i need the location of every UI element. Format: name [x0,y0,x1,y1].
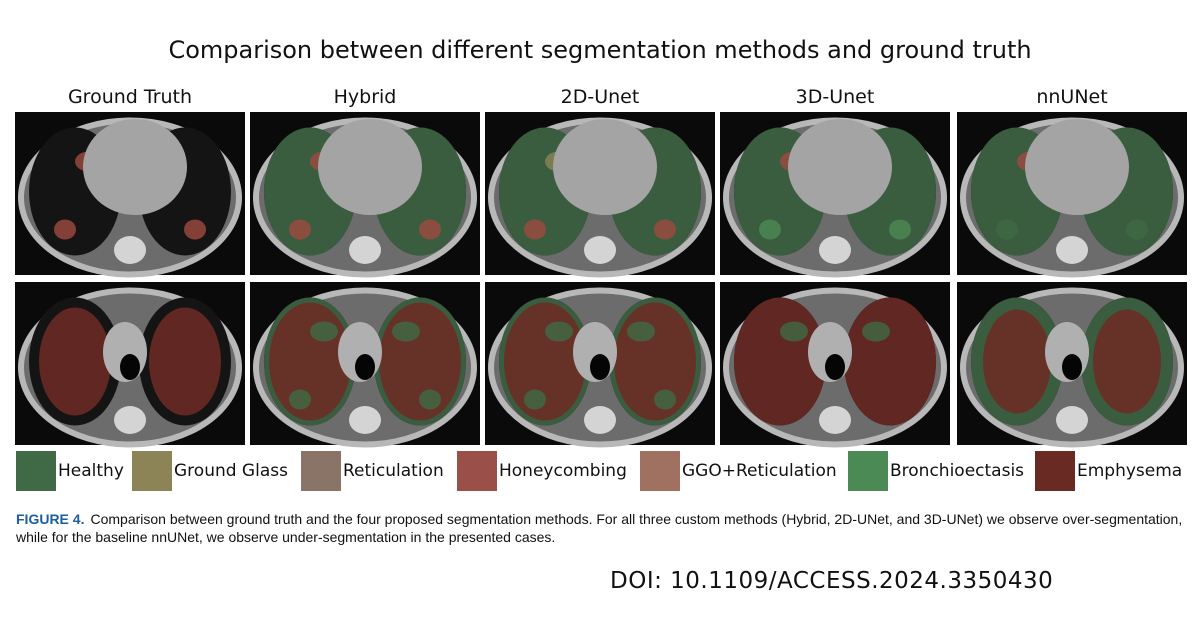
legend-swatch [640,451,680,491]
lung-overlay [844,297,936,426]
legend-item: Healthy [16,450,124,492]
lesion-overlay [54,219,76,240]
figure-caption: FIGURE 4. Comparison between ground truth… [16,510,1186,546]
lesion-overlay [419,219,441,240]
lesion-overlay [627,321,655,342]
ct-panel [15,282,245,448]
trachea [355,354,375,380]
legend-swatch [301,451,341,491]
spine [1056,406,1088,434]
lesion-overlay [184,219,206,240]
trachea [120,354,140,380]
legend-label: GGO+Reticulation [682,461,837,481]
lesion-overlay [545,321,573,342]
caption-text: Comparison between ground truth and the … [16,511,1183,545]
legend-item: Honeycombing [457,450,627,492]
spine [349,406,381,434]
heart [553,119,657,215]
ct-panel [15,112,245,278]
lesion-overlay [862,321,890,342]
lesion-overlay [392,321,420,342]
legend-item: GGO+Reticulation [640,450,837,492]
spine [1056,236,1088,264]
legend-item: Emphysema [1035,450,1182,492]
ct-panel [250,112,480,278]
ct-panel [485,282,715,448]
lesion-overlay [419,389,441,410]
lesion-overlay [310,321,338,342]
caption-label: FIGURE 4. [16,511,85,527]
legend-label: Bronchioectasis [890,461,1025,481]
trachea [590,354,610,380]
legend-label: Ground Glass [174,461,288,481]
lesion-overlay [289,389,311,410]
lung-overlay [1093,309,1161,414]
lung-overlay [39,307,111,416]
legend-item: Bronchioectasis [848,450,1024,492]
heart [1025,119,1129,215]
heart [318,119,422,215]
legend-swatch [132,451,172,491]
legend-item: Reticulation [301,450,444,492]
ct-panel [485,112,715,278]
ct-panel [720,112,950,278]
legend-item: Ground Glass [132,450,288,492]
column-header: 2D-Unet [560,86,640,108]
legend-label: Honeycombing [499,461,627,481]
doi: DOI: 10.1109/ACCESS.2024.3350430 [610,568,1054,594]
lesion-overlay [289,219,311,240]
trachea [1062,354,1082,380]
spine [819,406,851,434]
figure-title: Comparison between different segmentatio… [168,36,1032,64]
spine [114,406,146,434]
legend-label: Healthy [58,461,124,481]
ct-panel [957,282,1187,448]
column-header: Hybrid [333,86,397,108]
lung-overlay [983,309,1051,414]
spine [819,236,851,264]
lesion-overlay [524,389,546,410]
legend-swatch [848,451,888,491]
ct-panel [720,282,950,448]
ct-panel [957,112,1187,278]
ct-panel [250,282,480,448]
lesion-overlay [780,321,808,342]
legend-label: Reticulation [343,461,444,481]
trachea [825,354,845,380]
lesion-overlay [654,389,676,410]
legend-swatch [457,451,497,491]
lesion-overlay [524,219,546,240]
lesion-overlay [1126,219,1148,240]
lesion-overlay [889,219,911,240]
legend-label: Emphysema [1077,461,1183,481]
column-header: 3D-Unet [795,86,875,108]
legend-swatch [16,451,56,491]
heart [788,119,892,215]
heart [83,119,187,215]
legend-swatch [1035,451,1075,491]
lesion-overlay [759,219,781,240]
spine [114,236,146,264]
spine [349,236,381,264]
column-header: nnUNet [1036,86,1108,108]
column-header: Ground Truth [67,86,193,108]
lesion-overlay [654,219,676,240]
lung-overlay [149,307,221,416]
spine [584,406,616,434]
spine [584,236,616,264]
lesion-overlay [996,219,1018,240]
